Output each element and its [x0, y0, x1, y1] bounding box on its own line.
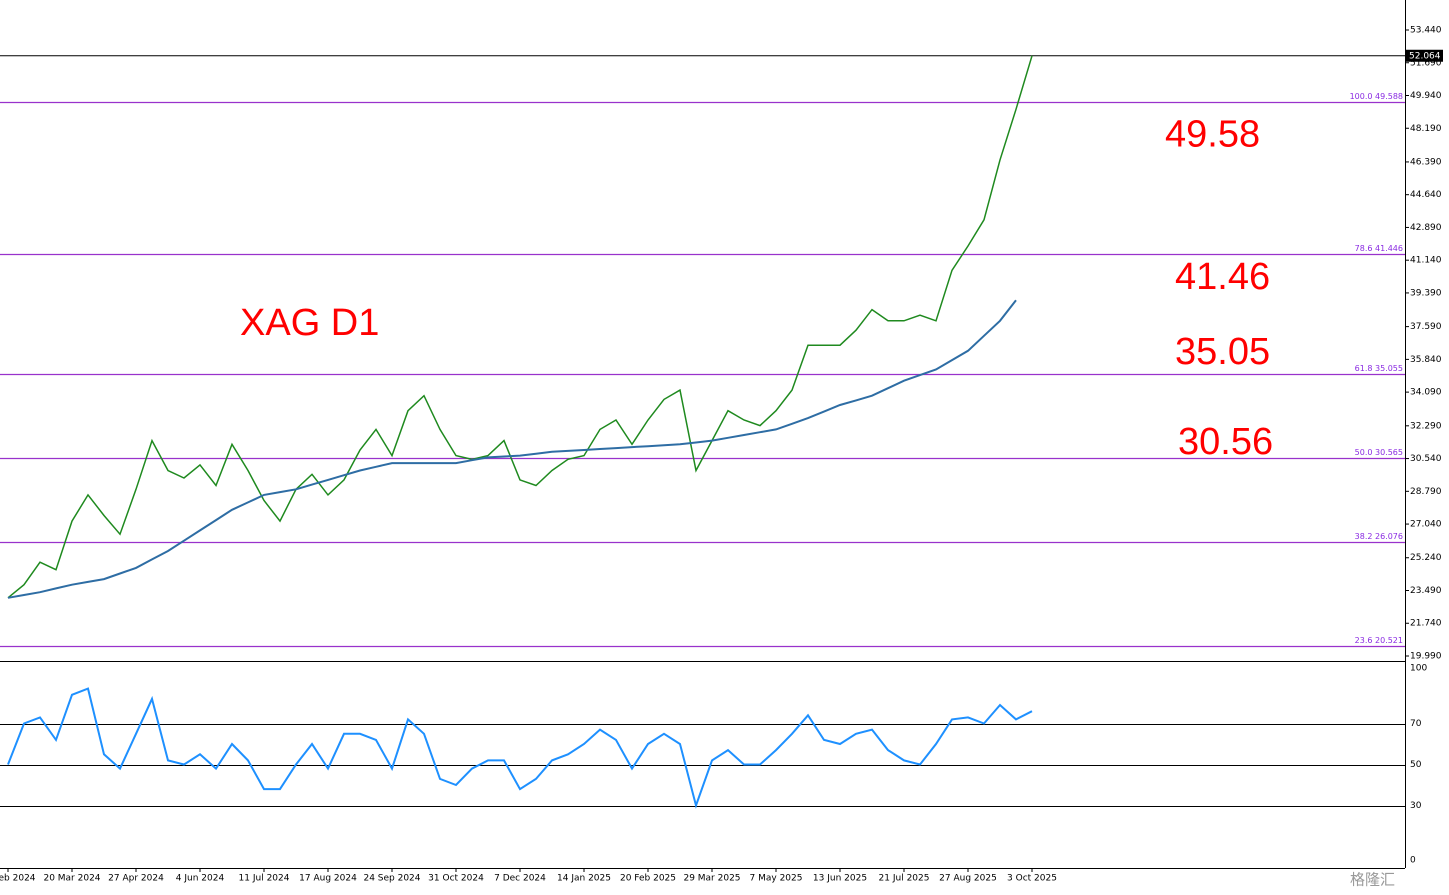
y-tick-label: 49.940	[1410, 91, 1442, 101]
y-tick-label: 44.640	[1410, 190, 1442, 200]
y-tick-label: 42.890	[1410, 223, 1442, 233]
x-tick-label: eb 2024	[0, 874, 36, 884]
fib-label: 78.6 41.446	[1355, 244, 1403, 253]
annotation: 49.58	[1165, 113, 1260, 155]
series-line	[7, 55, 1033, 599]
y-tick-label: 19.990	[1410, 652, 1442, 662]
x-tick-label: 21 Jul 2025	[879, 874, 930, 884]
x-tick-label: 4 Jun 2024	[176, 874, 225, 884]
series-line	[7, 299, 1017, 599]
fib-label: 100.0 49.588	[1350, 92, 1403, 101]
current-price-label: 52.064	[1409, 51, 1441, 61]
y-tick-label: 48.190	[1410, 124, 1442, 134]
x-tick-label: 20 Mar 2024	[43, 874, 100, 884]
series-line	[7, 687, 1033, 809]
y-tick-label: 37.590	[1410, 322, 1442, 332]
annotation: 35.05	[1175, 331, 1270, 373]
y-tick-label: 30.540	[1410, 454, 1442, 464]
y-tick-label: 32.290	[1410, 421, 1442, 431]
x-tick-label: 3 Oct 2025	[1007, 874, 1057, 884]
fib-label: 50.0 30.565	[1355, 448, 1403, 457]
y-tick-label: 35.840	[1410, 355, 1442, 365]
x-tick-label: 7 Dec 2024	[494, 874, 546, 884]
annotation: 30.56	[1178, 421, 1273, 463]
y-tick-label: 30	[1410, 801, 1422, 811]
y-tick-label: 41.140	[1410, 256, 1442, 266]
y-tick-label: 21.740	[1410, 619, 1442, 629]
x-tick-label: 17 Aug 2024	[299, 874, 357, 884]
annotation: 41.46	[1175, 256, 1270, 298]
x-tick-label: 27 Apr 2024	[108, 874, 164, 884]
x-tick-label: 27 Aug 2025	[939, 874, 997, 884]
x-tick-label: 11 Jul 2024	[239, 874, 290, 884]
x-tick-label: 24 Sep 2024	[363, 874, 420, 884]
y-tick-label: 46.390	[1410, 157, 1442, 167]
watermark: 格隆汇	[1350, 871, 1395, 889]
chart-title: XAG D1	[240, 302, 379, 344]
fib-label: 38.2 26.076	[1355, 532, 1403, 541]
x-tick-label: 14 Jan 2025	[557, 874, 611, 884]
x-tick-label: 31 Oct 2024	[428, 874, 484, 884]
x-tick-label: 7 May 2025	[750, 874, 803, 884]
y-tick-label: 39.390	[1410, 288, 1442, 298]
x-tick-label: 13 Jun 2025	[813, 874, 867, 884]
y-tick-label: 50	[1410, 760, 1422, 770]
y-tick-label: 23.490	[1410, 586, 1442, 596]
y-tick-label: 28.790	[1410, 487, 1442, 497]
x-tick-label: 29 Mar 2025	[683, 874, 740, 884]
y-tick-label: 51.690	[1410, 58, 1442, 68]
y-tick-label: 53.440	[1410, 26, 1442, 36]
y-tick-label: 70	[1410, 719, 1422, 729]
current-price-box	[1406, 49, 1443, 62]
y-tick-label: 0	[1410, 856, 1416, 866]
y-tick-label: 34.090	[1410, 388, 1442, 398]
fib-label: 61.8 35.055	[1355, 364, 1403, 373]
y-tick-label: 25.240	[1410, 553, 1442, 563]
x-tick-label: 20 Feb 2025	[620, 874, 676, 884]
y-tick-label: 100	[1410, 664, 1427, 674]
y-tick-label: 27.040	[1410, 520, 1442, 530]
fib-label: 23.6 20.521	[1355, 636, 1403, 645]
